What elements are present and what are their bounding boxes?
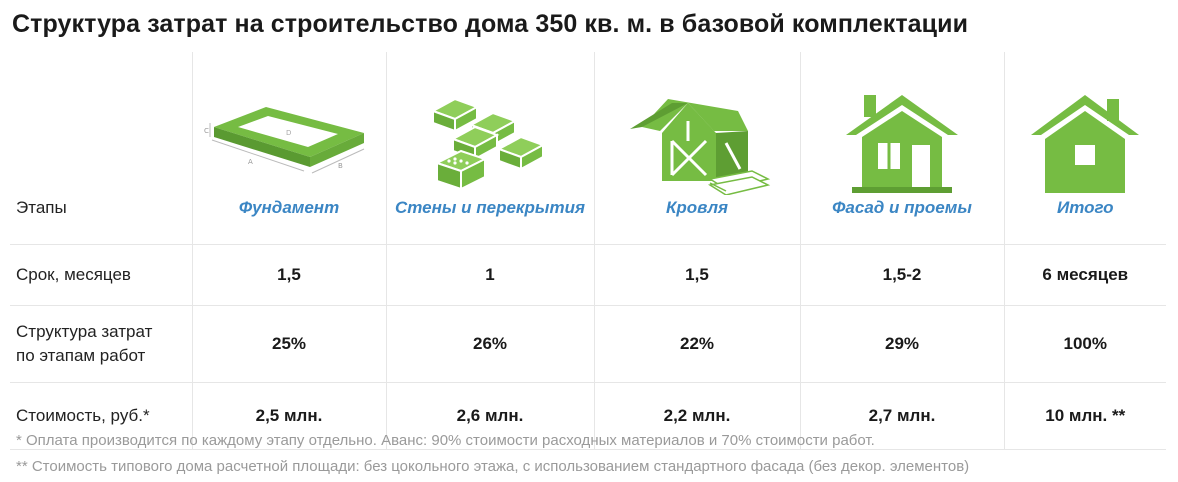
row-label-cost-structure: Структура затрат по этапам работ xyxy=(10,305,193,383)
svg-text:A: A xyxy=(248,158,253,166)
table-cell: 100% xyxy=(1003,305,1166,383)
footnote: ** Стоимость типового дома расчетной пло… xyxy=(16,458,970,475)
table-header-row: Этапы A B C D Фундамент xyxy=(10,52,1166,245)
row-label-duration: Срок, месяцев xyxy=(10,244,193,306)
footnotes: * Оплата производится по каждому этапу о… xyxy=(16,428,969,480)
row-label-stages: Этапы xyxy=(10,52,193,245)
table-row: Структура затрат по этапам работ 25% 26%… xyxy=(10,305,1166,383)
row-label-cost: Стоимость, руб.* xyxy=(10,382,193,450)
stage-column-facade: Фасад и проемы xyxy=(799,52,1005,245)
table-cell: 1,5 xyxy=(593,244,801,306)
house-icon xyxy=(1031,95,1140,193)
foundation-icon: A B C D xyxy=(204,107,365,174)
table-cell: 1 xyxy=(385,244,595,306)
row-label-line: Структура затрат xyxy=(16,322,153,341)
table-row: Срок, месяцев 1,5 1 1,5 1,5-2 6 месяцев xyxy=(10,244,1166,306)
stage-column-walls: Стены и перекрытия xyxy=(385,52,595,245)
table-row: Стоимость, руб.* 2,5 млн. 2,6 млн. 2,2 м… xyxy=(10,382,1166,450)
stage-column-roof: Кровля xyxy=(593,52,801,245)
stage-name-facade: Фасад и проемы xyxy=(832,198,972,217)
table-cell: 22% xyxy=(593,305,801,383)
table-cell: 2,7 млн. xyxy=(799,382,1005,450)
bricks-icon xyxy=(430,97,546,191)
table-cell: 25% xyxy=(191,305,387,383)
table-cell: 29% xyxy=(799,305,1005,383)
page-title: Структура затрат на строительство дома 3… xyxy=(12,10,969,38)
stage-name-walls: Стены и перекрытия xyxy=(395,198,585,217)
table-cell: 26% xyxy=(385,305,595,383)
svg-text:D: D xyxy=(286,129,291,137)
facade-house-icon xyxy=(846,95,958,193)
table-cell: 10 млн. ** xyxy=(1003,382,1166,450)
row-label-line: по этапам работ xyxy=(16,346,146,365)
svg-text:B: B xyxy=(338,162,343,170)
table-cell: 1,5-2 xyxy=(799,244,1005,306)
footnote: * Оплата производится по каждому этапу о… xyxy=(16,432,875,449)
table-cell: 2,6 млн. xyxy=(385,382,595,450)
svg-text:C: C xyxy=(204,127,209,135)
cost-table: Этапы A B C D Фундамент xyxy=(10,52,1166,450)
table-cell: 2,5 млн. xyxy=(191,382,387,450)
table-cell: 6 месяцев xyxy=(1003,244,1166,306)
roof-frame-icon xyxy=(630,99,771,195)
stage-column-total: Итого xyxy=(1003,52,1166,245)
stage-column-foundation: A B C D Фундамент xyxy=(191,52,387,245)
table-cell: 1,5 xyxy=(191,244,387,306)
stage-name-foundation: Фундамент xyxy=(238,198,340,217)
stage-name-total: Итого xyxy=(1056,198,1114,217)
table-cell: 2,2 млн. xyxy=(593,382,801,450)
stage-name-roof: Кровля xyxy=(665,198,729,217)
